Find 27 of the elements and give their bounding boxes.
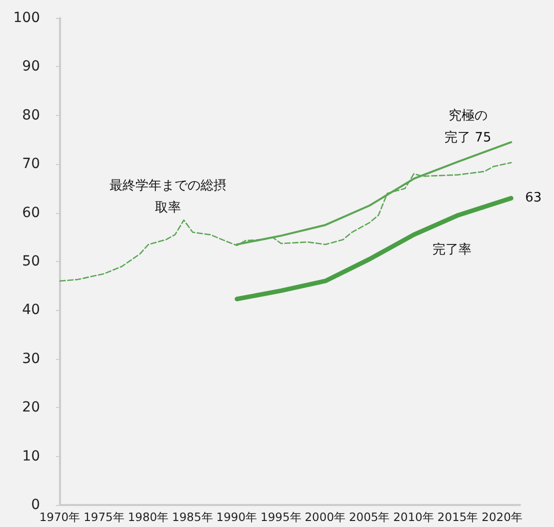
annotation: 63 bbox=[525, 190, 542, 206]
x-tick-label: 2015年 bbox=[437, 510, 479, 524]
y-tick-label: 80 bbox=[22, 107, 40, 124]
y-tick-label: 100 bbox=[13, 10, 40, 26]
x-tick-label: 2005年 bbox=[348, 510, 390, 524]
y-tick-label: 20 bbox=[22, 400, 40, 416]
annotation: 最終学年までの総摂取率 bbox=[110, 178, 226, 216]
x-tick-label: 1970年 bbox=[39, 510, 81, 524]
y-tick-label: 90 bbox=[22, 58, 40, 75]
x-tick-label: 2020年 bbox=[482, 510, 523, 524]
x-tick-label: 2010年 bbox=[393, 510, 434, 524]
y-tick-label: 30 bbox=[22, 350, 40, 367]
line-series bbox=[234, 196, 514, 302]
y-tick-label: 60 bbox=[22, 204, 40, 221]
x-tick-label: 1980年 bbox=[128, 510, 170, 524]
y-tick-label: 70 bbox=[22, 156, 40, 172]
y-tick-label: 50 bbox=[22, 254, 40, 270]
y-tick-label: 0 bbox=[31, 497, 40, 513]
x-tick-label: 2000年 bbox=[304, 510, 346, 524]
y-tick-label: 10 bbox=[22, 448, 40, 464]
annotation: 究極の完了 75 bbox=[444, 108, 492, 146]
x-tick-label: 1985年 bbox=[172, 510, 214, 524]
x-tick-label: 1995年 bbox=[260, 510, 302, 524]
x-tick-label: 1990年 bbox=[216, 510, 258, 524]
annotation: 完了率 bbox=[432, 242, 472, 258]
y-tick-label: 40 bbox=[22, 302, 40, 318]
x-tick-label: 1975年 bbox=[84, 510, 125, 524]
